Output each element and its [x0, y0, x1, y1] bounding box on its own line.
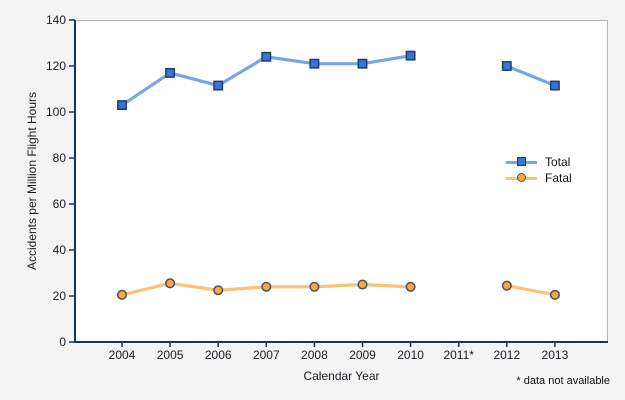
svg-text:2005: 2005	[157, 348, 184, 362]
svg-text:2008: 2008	[301, 348, 328, 362]
svg-text:2010: 2010	[397, 348, 424, 362]
legend-item-total: Total	[506, 154, 572, 170]
total-square-marker-icon	[517, 157, 526, 166]
svg-text:40: 40	[53, 243, 67, 257]
legend-label-fatal: Fatal	[545, 171, 572, 185]
svg-text:140: 140	[46, 13, 66, 27]
legend-label-total: Total	[545, 155, 571, 169]
y-axis-title: Accidents per Million Flight Hours	[25, 91, 39, 271]
svg-text:2011*: 2011*	[443, 348, 474, 362]
total-series-swatch-icon	[506, 157, 537, 167]
data-not-available-footnote: * data not available	[516, 375, 610, 387]
svg-text:2013: 2013	[542, 348, 569, 362]
svg-text:80: 80	[53, 151, 67, 165]
x-axis-title: Calendar Year	[303, 369, 380, 383]
svg-text:120: 120	[46, 59, 66, 73]
fatal-circle-marker-icon	[517, 173, 526, 182]
svg-text:20: 20	[53, 289, 67, 303]
svg-text:2009: 2009	[349, 348, 376, 362]
svg-text:60: 60	[53, 197, 67, 211]
svg-text:2007: 2007	[253, 348, 280, 362]
legend: Total Fatal	[506, 154, 572, 186]
svg-text:100: 100	[46, 105, 66, 119]
svg-text:0: 0	[59, 335, 66, 349]
legend-item-fatal: Fatal	[506, 170, 572, 186]
svg-text:2006: 2006	[205, 348, 232, 362]
svg-text:2012: 2012	[493, 348, 520, 362]
svg-text:2004: 2004	[109, 348, 136, 362]
fatal-series-swatch-icon	[506, 173, 537, 183]
